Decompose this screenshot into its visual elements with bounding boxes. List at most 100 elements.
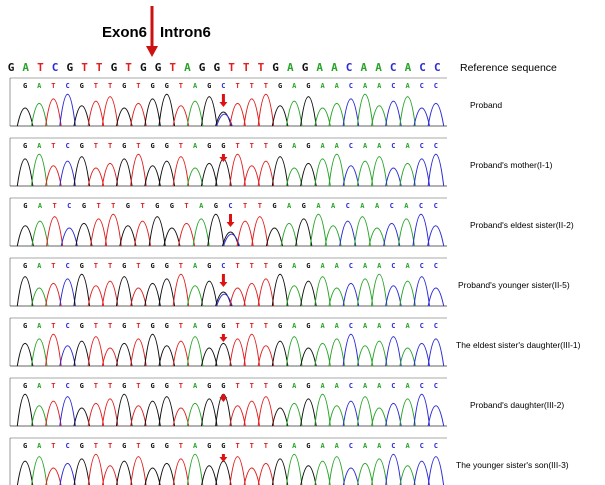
base-call: C [420,322,424,330]
chromatogram-peak [186,100,204,127]
base-call: G [23,262,27,270]
chromatogram-peak [229,405,246,427]
variant-marker-arrow [219,282,228,287]
chromatogram-peak [370,407,388,427]
base-call: C [434,82,438,90]
base-call: A [292,262,297,270]
chromatogram-peak [413,276,431,307]
base-call: T [94,382,98,390]
chromatogram-peak [101,96,119,127]
base-call: C [434,262,438,270]
chromatogram-peak [115,107,133,127]
base-call: G [80,142,84,150]
base-call: T [258,202,262,210]
chromatogram-peak [286,453,303,485]
chromatogram-peak [370,105,388,127]
chromatogram-peak [87,336,105,367]
peak-c [222,233,241,247]
chromatogram-peak [356,345,374,367]
chromatogram-row: G A T C G T T G T G G T A G C T T T G A G A A C A A C A C C Proband [9,77,502,127]
base-call: C [65,322,69,330]
chromatogram-peak [144,400,161,427]
reference-base: A [287,61,294,74]
chromatogram-peak [59,278,76,307]
chromatogram-peak [101,398,119,427]
base-call: A [320,82,325,90]
base-call: T [94,82,98,90]
chromatogram-peak [172,273,190,307]
base-call: A [37,142,42,150]
chromatogram-peak [300,96,317,127]
base-call: A [405,262,410,270]
base-call: G [23,202,27,210]
base-call: G [165,262,169,270]
chromatogram-peak [368,227,386,247]
base-call: G [302,202,306,210]
chromatogram-peak [229,103,246,127]
base-call: C [221,262,225,270]
base-call: G [23,322,27,330]
chromatogram-peak [285,336,303,367]
variant-marker-shaft [221,274,225,282]
base-call: G [80,262,84,270]
chromatogram-peak [356,278,374,307]
peak-g [221,231,240,247]
base-call: T [250,82,254,90]
base-call: T [94,262,98,270]
reference-base: T [81,61,88,74]
chromatogram-peak [144,467,161,485]
chromatogram-peak [130,456,147,485]
chromatogram-peak [295,218,313,247]
base-call: G [207,82,211,90]
chromatogram-peak [172,407,190,427]
chromatogram-peak [104,213,122,247]
base-call: G [278,442,282,450]
base-call: T [108,82,112,90]
base-call: T [250,322,254,330]
chromatogram-peak [60,227,78,247]
reference-base: T [96,61,103,74]
chromatogram-peak [257,463,275,485]
sample-label: Proband [470,100,502,110]
chromatogram-peak [314,343,331,367]
chromatogram-peak [257,396,275,427]
chromatogram-peak [59,345,76,367]
chromatogram-peak [243,165,261,187]
chromatogram-peak [399,280,416,307]
reference-base: C [346,61,353,74]
base-call: A [363,442,368,450]
chromatogram-peak [116,460,133,485]
chromatogram-peak [413,158,431,187]
base-call: A [193,82,198,90]
base-call: C [349,82,353,90]
base-call: A [37,262,42,270]
chromatogram-peak [192,218,210,247]
chromatogram-peak [16,107,34,127]
chromatogram-peak [251,216,269,247]
chromatogram-peak [73,156,91,187]
base-call: T [264,322,268,330]
reference-base: A [360,61,367,74]
base-call: A [316,202,321,210]
chromatogram-peak [300,163,317,187]
chromatogram-peak [427,338,445,367]
base-call: G [278,142,282,150]
base-call: A [335,442,340,450]
base-call: G [122,262,126,270]
chromatogram-peak [130,405,147,427]
base-call: G [80,82,84,90]
chromatogram-peak [271,340,289,367]
chromatogram-peak [280,223,298,247]
base-call: G [126,202,130,210]
chromatogram-peak [324,225,342,247]
variant-marker-arrow [219,337,228,342]
base-call: A [377,382,382,390]
base-call: G [122,382,126,390]
base-call: C [420,262,424,270]
base-call: T [179,382,183,390]
reference-base: G [272,61,279,74]
base-call: A [193,142,198,150]
chromatogram-peak [200,347,218,367]
chromatogram-peak [59,463,76,485]
base-call: T [250,382,254,390]
